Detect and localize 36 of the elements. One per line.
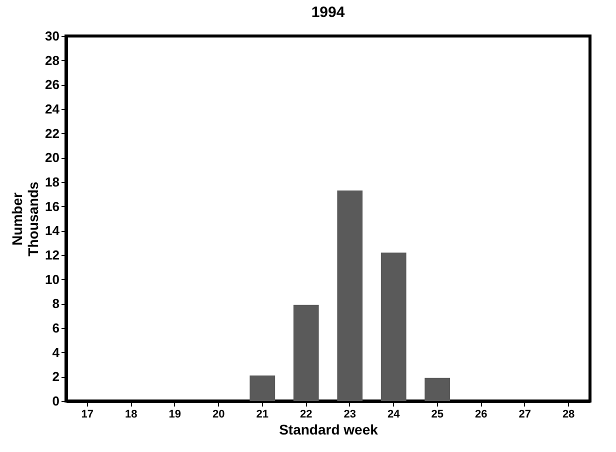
x-tick-label: 19 <box>168 408 182 420</box>
chart-title: 1994 <box>311 4 346 21</box>
y-tick-label: 10 <box>45 272 60 287</box>
bar <box>293 304 319 401</box>
y-tick-label: 26 <box>45 77 60 92</box>
x-tick-label: 23 <box>344 408 356 420</box>
y-tick-label: 4 <box>52 344 60 360</box>
y-tick-label: 22 <box>45 126 60 141</box>
y-tick-label: 24 <box>45 102 60 116</box>
x-axis-title: Standard week <box>279 422 378 438</box>
x-tick-label: 25 <box>431 408 444 420</box>
y-tick-label: 2 <box>52 369 60 384</box>
x-tick-label: 22 <box>300 408 312 420</box>
x-tick-label: 28 <box>562 408 575 420</box>
bar <box>424 378 450 401</box>
y-tick-label: 12 <box>45 248 60 262</box>
y-tick-label: 18 <box>45 174 60 190</box>
x-tick-label: 27 <box>518 408 531 420</box>
y-tick-label: 6 <box>52 320 60 336</box>
y-tick-label: 8 <box>52 296 60 312</box>
y-tick-label: 0 <box>52 394 60 408</box>
x-tick-label: 24 <box>387 408 401 420</box>
y-axis-title: Number Thousands <box>9 181 42 256</box>
x-tick-label: 26 <box>474 408 488 420</box>
y-tick-label: 16 <box>45 198 60 214</box>
y-tick-label: 28 <box>45 52 60 68</box>
y-tick-label: 20 <box>45 150 60 166</box>
bar <box>380 252 406 401</box>
x-tick-label: 18 <box>125 408 138 420</box>
bar <box>250 375 276 401</box>
x-tick-label: 20 <box>212 408 225 420</box>
bar <box>337 190 363 401</box>
y-tick-label: 30 <box>45 28 60 44</box>
x-tick-label: 21 <box>256 408 269 420</box>
x-tick-label: 17 <box>81 408 94 420</box>
y-tick-label: 14 <box>45 223 60 238</box>
